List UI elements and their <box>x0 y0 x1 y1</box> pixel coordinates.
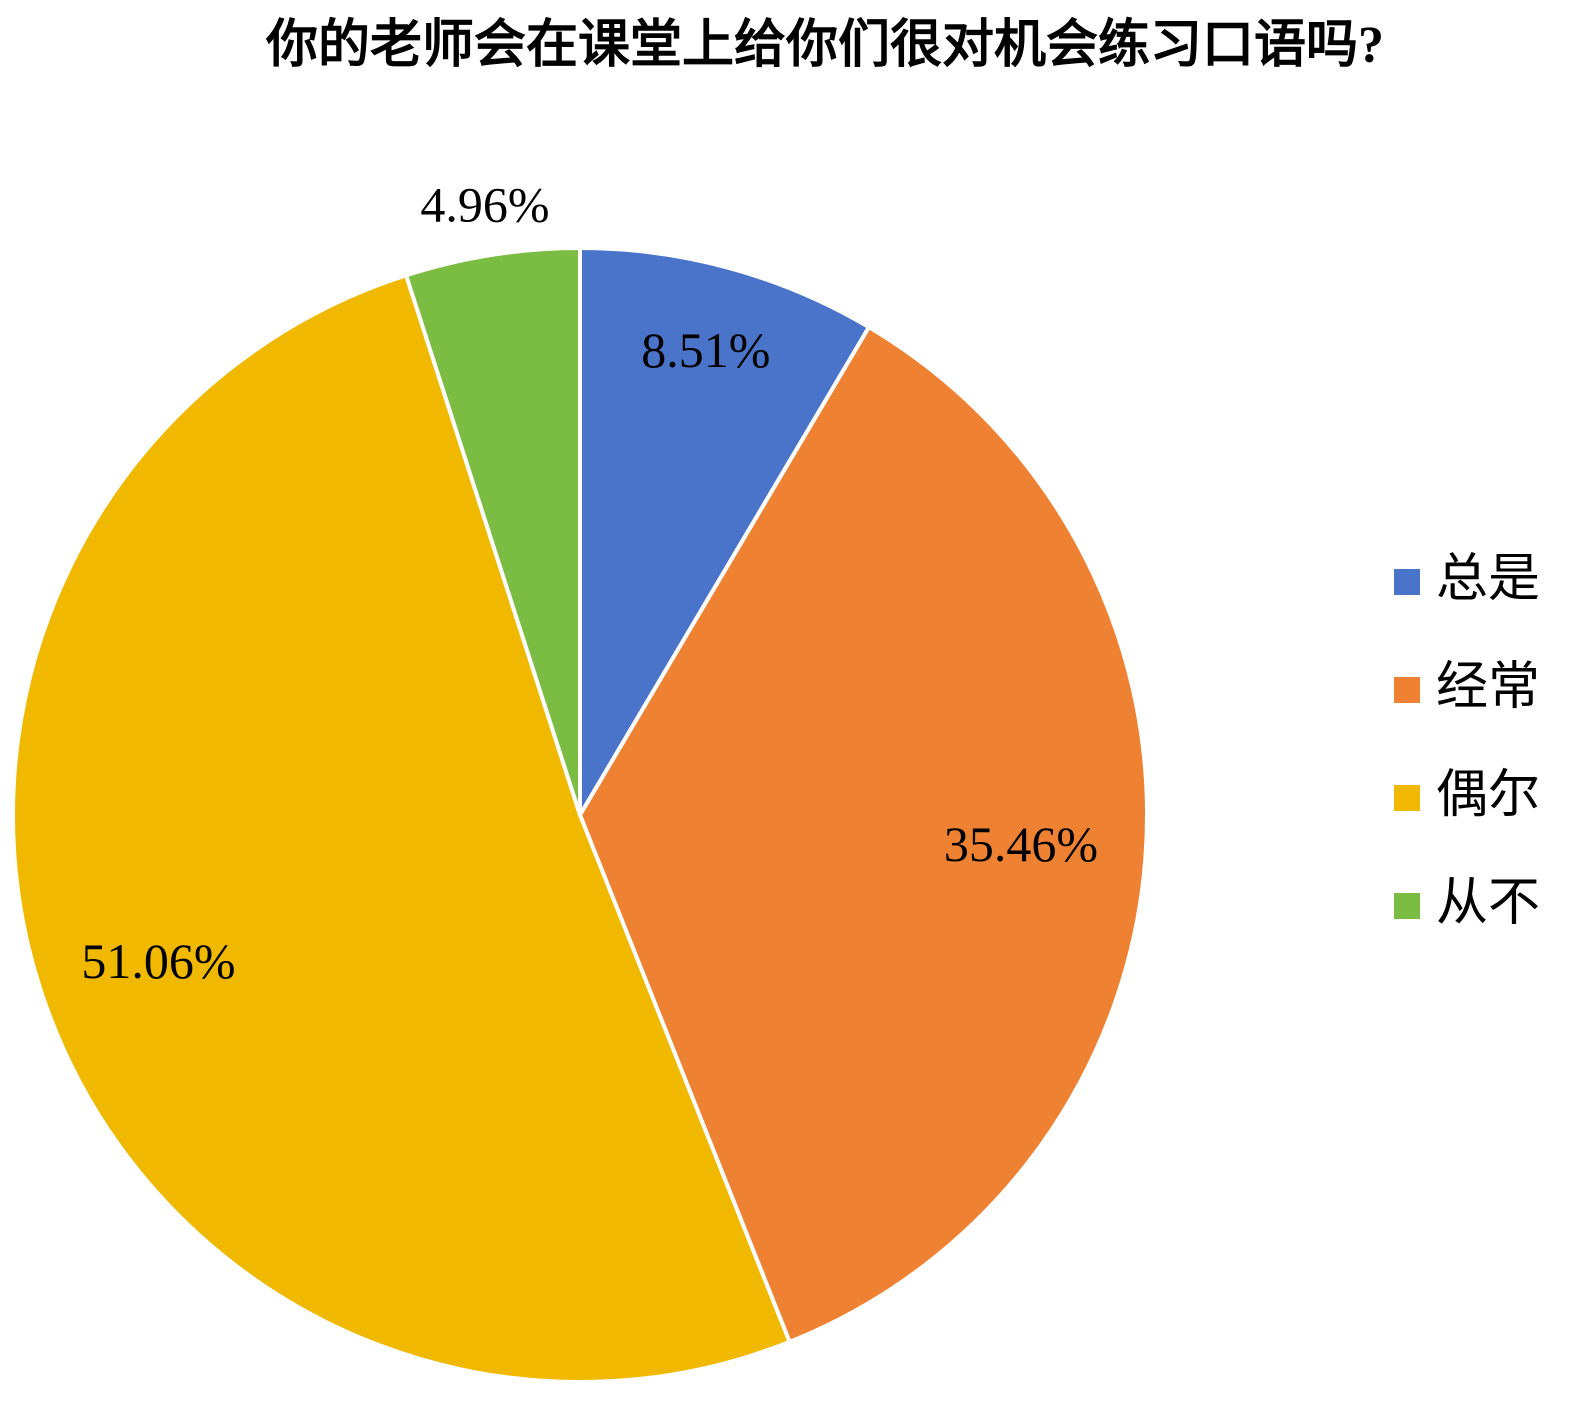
data-label: 8.51% <box>641 322 770 378</box>
pie-slice <box>403 245 582 816</box>
legend-label: 从不 <box>1436 875 1540 932</box>
legend-swatch <box>1394 569 1420 595</box>
data-label: 35.46% <box>944 816 1098 872</box>
legend-swatch <box>1394 677 1420 703</box>
data-label: 4.96% <box>420 177 549 233</box>
legend-label: 总是 <box>1436 551 1540 608</box>
pie-slice <box>11 272 793 1384</box>
legend-label: 经常 <box>1436 659 1540 716</box>
pie-slice <box>578 245 872 823</box>
legend-label: 偶尔 <box>1436 767 1540 824</box>
legend-swatch <box>1394 785 1420 811</box>
chart-title: 你的老师会在课堂上给你们很对机会练习口语吗? <box>265 16 1384 74</box>
legend-swatch <box>1394 893 1420 919</box>
data-label: 51.06% <box>81 933 235 989</box>
pie-slice <box>577 324 1149 1345</box>
